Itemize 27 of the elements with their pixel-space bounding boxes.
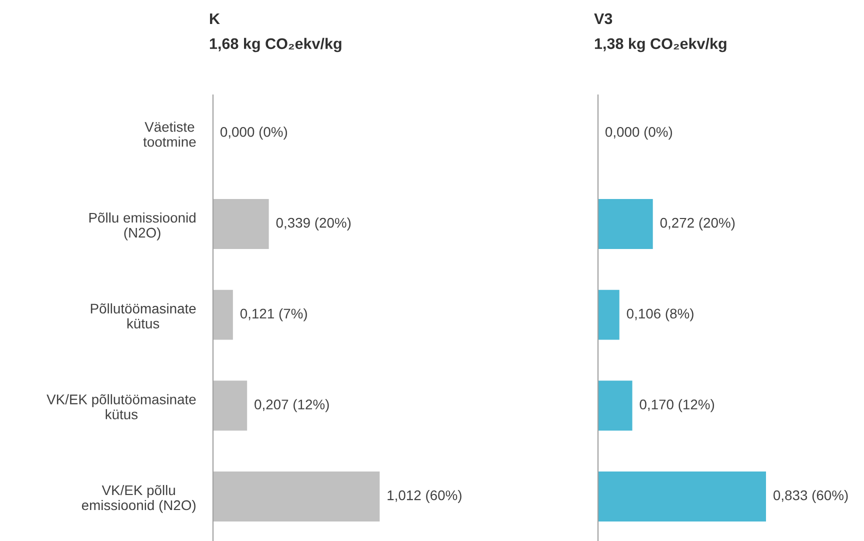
data-label: 0,272 (20%) xyxy=(660,218,735,230)
y-tick-label: VK/EK põllu emissioonid (N2O) xyxy=(82,484,196,513)
data-label: 0,000 (0%) xyxy=(220,126,288,140)
data-label: 0,000 (0%) xyxy=(605,126,672,140)
chart-title: K xyxy=(210,13,220,24)
data-label: 0,106 (8%) xyxy=(626,308,694,322)
bar xyxy=(213,472,380,522)
y-tick-label: Põllu emissioonid (N2O) xyxy=(89,212,196,240)
bar xyxy=(598,290,620,340)
bar xyxy=(213,290,233,340)
data-label: 0,207 (12%) xyxy=(254,399,329,412)
chart-title: V3 xyxy=(594,13,612,24)
bar xyxy=(598,380,632,431)
data-label: 0,833 (60%) xyxy=(773,490,848,503)
data-label: 0,121 (7%) xyxy=(240,308,307,322)
data-label: 0,170 (12%) xyxy=(640,399,714,412)
bar xyxy=(213,199,269,249)
bar xyxy=(598,199,653,249)
y-tick-label: Väetiste tootmine xyxy=(143,122,196,147)
y-tick-label: VK/EK põllutöömasinate kütus xyxy=(46,394,196,420)
bar xyxy=(213,380,248,431)
data-label: 1,012 (60%) xyxy=(388,490,462,503)
y-tick-label: Põllutöömasinate kütus xyxy=(90,303,196,328)
bar xyxy=(598,472,766,522)
chart-subtitle: 1,68 kg CO₂ekv/kg xyxy=(210,38,342,52)
data-label: 0,339 (20%) xyxy=(276,218,351,230)
chart-subtitle: 1,38 kg CO₂ekv/kg xyxy=(594,38,726,52)
